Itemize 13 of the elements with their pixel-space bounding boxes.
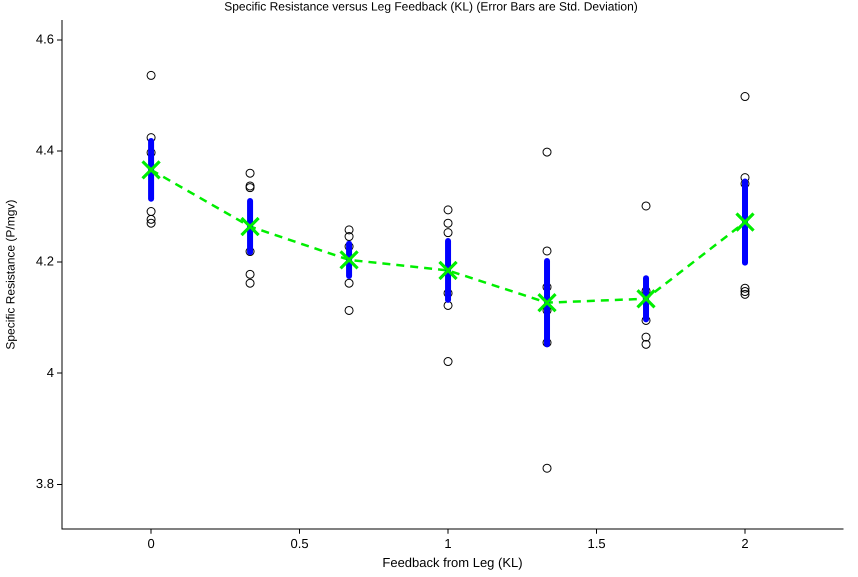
y-tick-label: 4.4 [36, 142, 54, 158]
x-tick-label: 0.5 [290, 536, 309, 552]
x-tick-label: 0 [147, 536, 155, 552]
y-tick-label: 3.8 [36, 476, 54, 491]
x-tick-label: 2 [741, 536, 749, 552]
y-tick-label: 4 [46, 364, 54, 380]
y-axis-title: Specific Resistance (P/mgv) [4, 200, 18, 350]
y-tick-label: 4.2 [36, 254, 54, 269]
x-axis-title: Feedback from Leg (KL) [382, 554, 523, 570]
x-tick-label: 1 [444, 536, 452, 552]
y-tick-label: 4.6 [36, 31, 54, 46]
x-tick-label: 1.5 [587, 536, 606, 552]
chart-title: Specific Resistance versus Leg Feedback (KL) (Error Bars are Std. Deviation) [224, 0, 638, 14]
